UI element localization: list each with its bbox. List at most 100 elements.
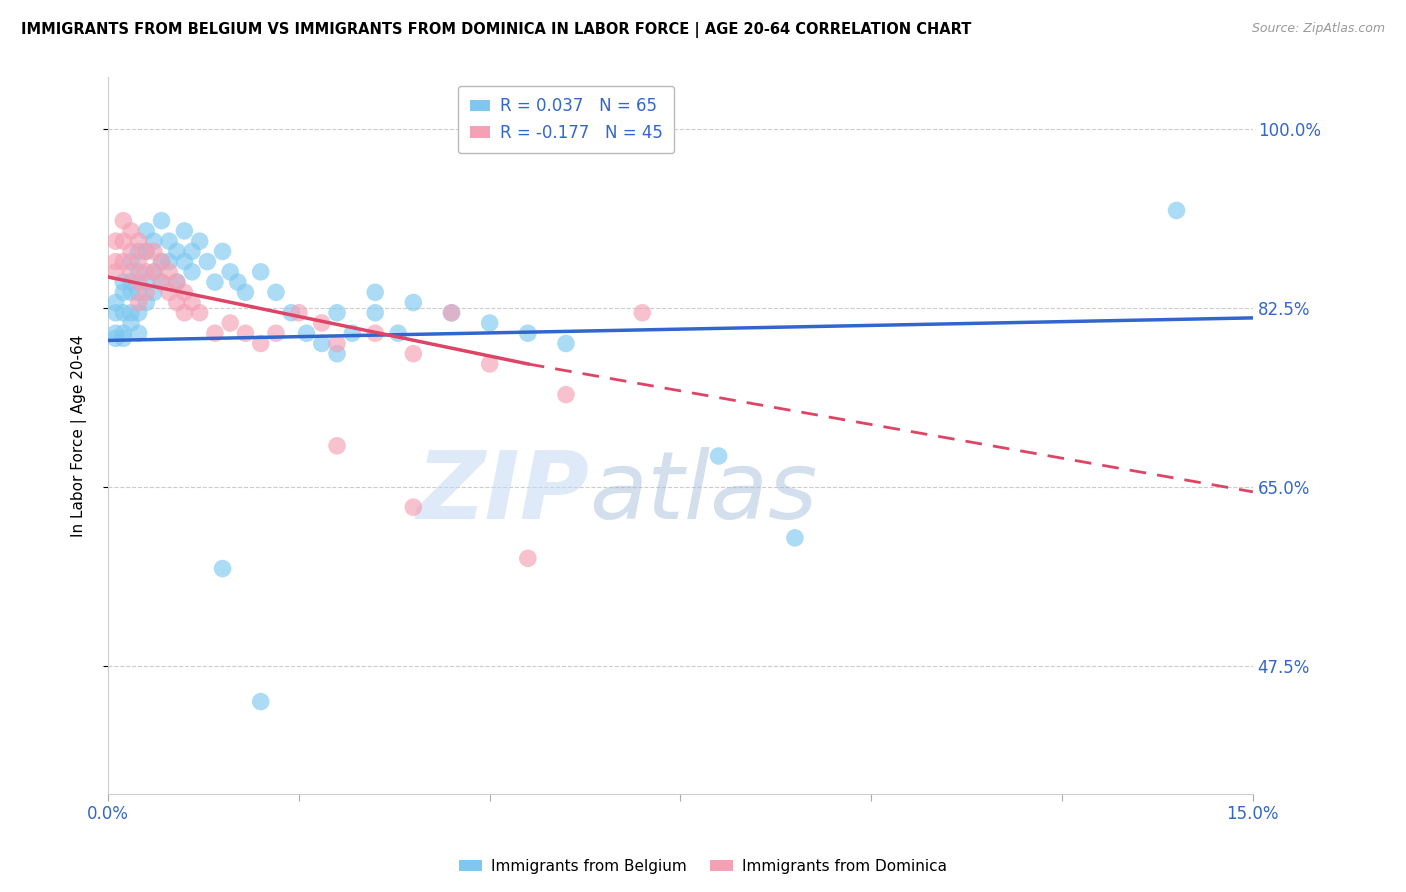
Point xyxy=(555,387,578,401)
Point xyxy=(181,244,204,259)
Point xyxy=(173,254,195,268)
Point xyxy=(402,347,425,361)
Point xyxy=(135,265,157,279)
Point xyxy=(166,244,188,259)
Point xyxy=(157,285,180,300)
Point xyxy=(112,254,135,268)
Point xyxy=(783,531,806,545)
Point xyxy=(157,234,180,248)
Point xyxy=(555,336,578,351)
Point xyxy=(120,285,142,300)
Point xyxy=(120,224,142,238)
Text: ZIP: ZIP xyxy=(416,447,589,539)
Point xyxy=(204,326,226,341)
Point xyxy=(112,331,135,345)
Point xyxy=(128,234,150,248)
Point xyxy=(219,265,242,279)
Point xyxy=(128,295,150,310)
Point xyxy=(104,306,127,320)
Point xyxy=(150,254,173,268)
Point xyxy=(157,265,180,279)
Point xyxy=(249,336,271,351)
Point xyxy=(104,326,127,341)
Point xyxy=(516,326,538,341)
Point xyxy=(120,244,142,259)
Point xyxy=(204,275,226,289)
Point xyxy=(135,295,157,310)
Point xyxy=(135,244,157,259)
Y-axis label: In Labor Force | Age 20-64: In Labor Force | Age 20-64 xyxy=(72,334,87,537)
Point xyxy=(311,336,333,351)
Point xyxy=(150,213,173,227)
Point xyxy=(120,316,142,330)
Point xyxy=(211,561,233,575)
Point xyxy=(211,244,233,259)
Point xyxy=(128,265,150,279)
Point xyxy=(326,439,349,453)
Point xyxy=(219,316,242,330)
Point xyxy=(166,275,188,289)
Point xyxy=(112,285,135,300)
Point xyxy=(326,336,349,351)
Point xyxy=(402,295,425,310)
Point xyxy=(120,306,142,320)
Point xyxy=(264,285,287,300)
Point xyxy=(150,275,173,289)
Point xyxy=(516,551,538,566)
Point xyxy=(235,285,257,300)
Point xyxy=(104,234,127,248)
Point xyxy=(326,306,349,320)
Text: IMMIGRANTS FROM BELGIUM VS IMMIGRANTS FROM DOMINICA IN LABOR FORCE | AGE 20-64 C: IMMIGRANTS FROM BELGIUM VS IMMIGRANTS FR… xyxy=(21,22,972,38)
Point xyxy=(128,254,150,268)
Point xyxy=(181,265,204,279)
Point xyxy=(150,275,173,289)
Point xyxy=(173,285,195,300)
Text: Source: ZipAtlas.com: Source: ZipAtlas.com xyxy=(1251,22,1385,36)
Text: atlas: atlas xyxy=(589,448,817,539)
Point xyxy=(440,306,463,320)
Point xyxy=(135,244,157,259)
Point xyxy=(280,306,302,320)
Point xyxy=(112,213,135,227)
Point xyxy=(235,326,257,341)
Point xyxy=(440,306,463,320)
Point xyxy=(166,295,188,310)
Point xyxy=(166,275,188,289)
Legend: Immigrants from Belgium, Immigrants from Dominica: Immigrants from Belgium, Immigrants from… xyxy=(453,853,953,880)
Point xyxy=(631,306,654,320)
Point xyxy=(264,326,287,341)
Point xyxy=(128,244,150,259)
Point xyxy=(104,295,127,310)
Point xyxy=(181,295,204,310)
Point xyxy=(707,449,730,463)
Point xyxy=(387,326,409,341)
Point xyxy=(142,265,165,279)
Point xyxy=(142,285,165,300)
Legend: R = 0.037   N = 65, R = -0.177   N = 45: R = 0.037 N = 65, R = -0.177 N = 45 xyxy=(458,86,673,153)
Point xyxy=(364,285,387,300)
Point xyxy=(288,306,311,320)
Point xyxy=(120,275,142,289)
Point xyxy=(128,306,150,320)
Point xyxy=(120,265,142,279)
Point xyxy=(342,326,364,341)
Point xyxy=(112,326,135,341)
Point xyxy=(249,695,271,709)
Point xyxy=(135,224,157,238)
Point xyxy=(135,285,157,300)
Point xyxy=(142,265,165,279)
Point xyxy=(135,275,157,289)
Point xyxy=(157,254,180,268)
Point xyxy=(1166,203,1188,218)
Point xyxy=(173,306,195,320)
Point xyxy=(326,347,349,361)
Point xyxy=(173,224,195,238)
Point xyxy=(188,306,211,320)
Point xyxy=(128,326,150,341)
Point xyxy=(402,500,425,515)
Point xyxy=(112,234,135,248)
Point xyxy=(150,254,173,268)
Point xyxy=(104,265,127,279)
Point xyxy=(478,316,501,330)
Point xyxy=(478,357,501,371)
